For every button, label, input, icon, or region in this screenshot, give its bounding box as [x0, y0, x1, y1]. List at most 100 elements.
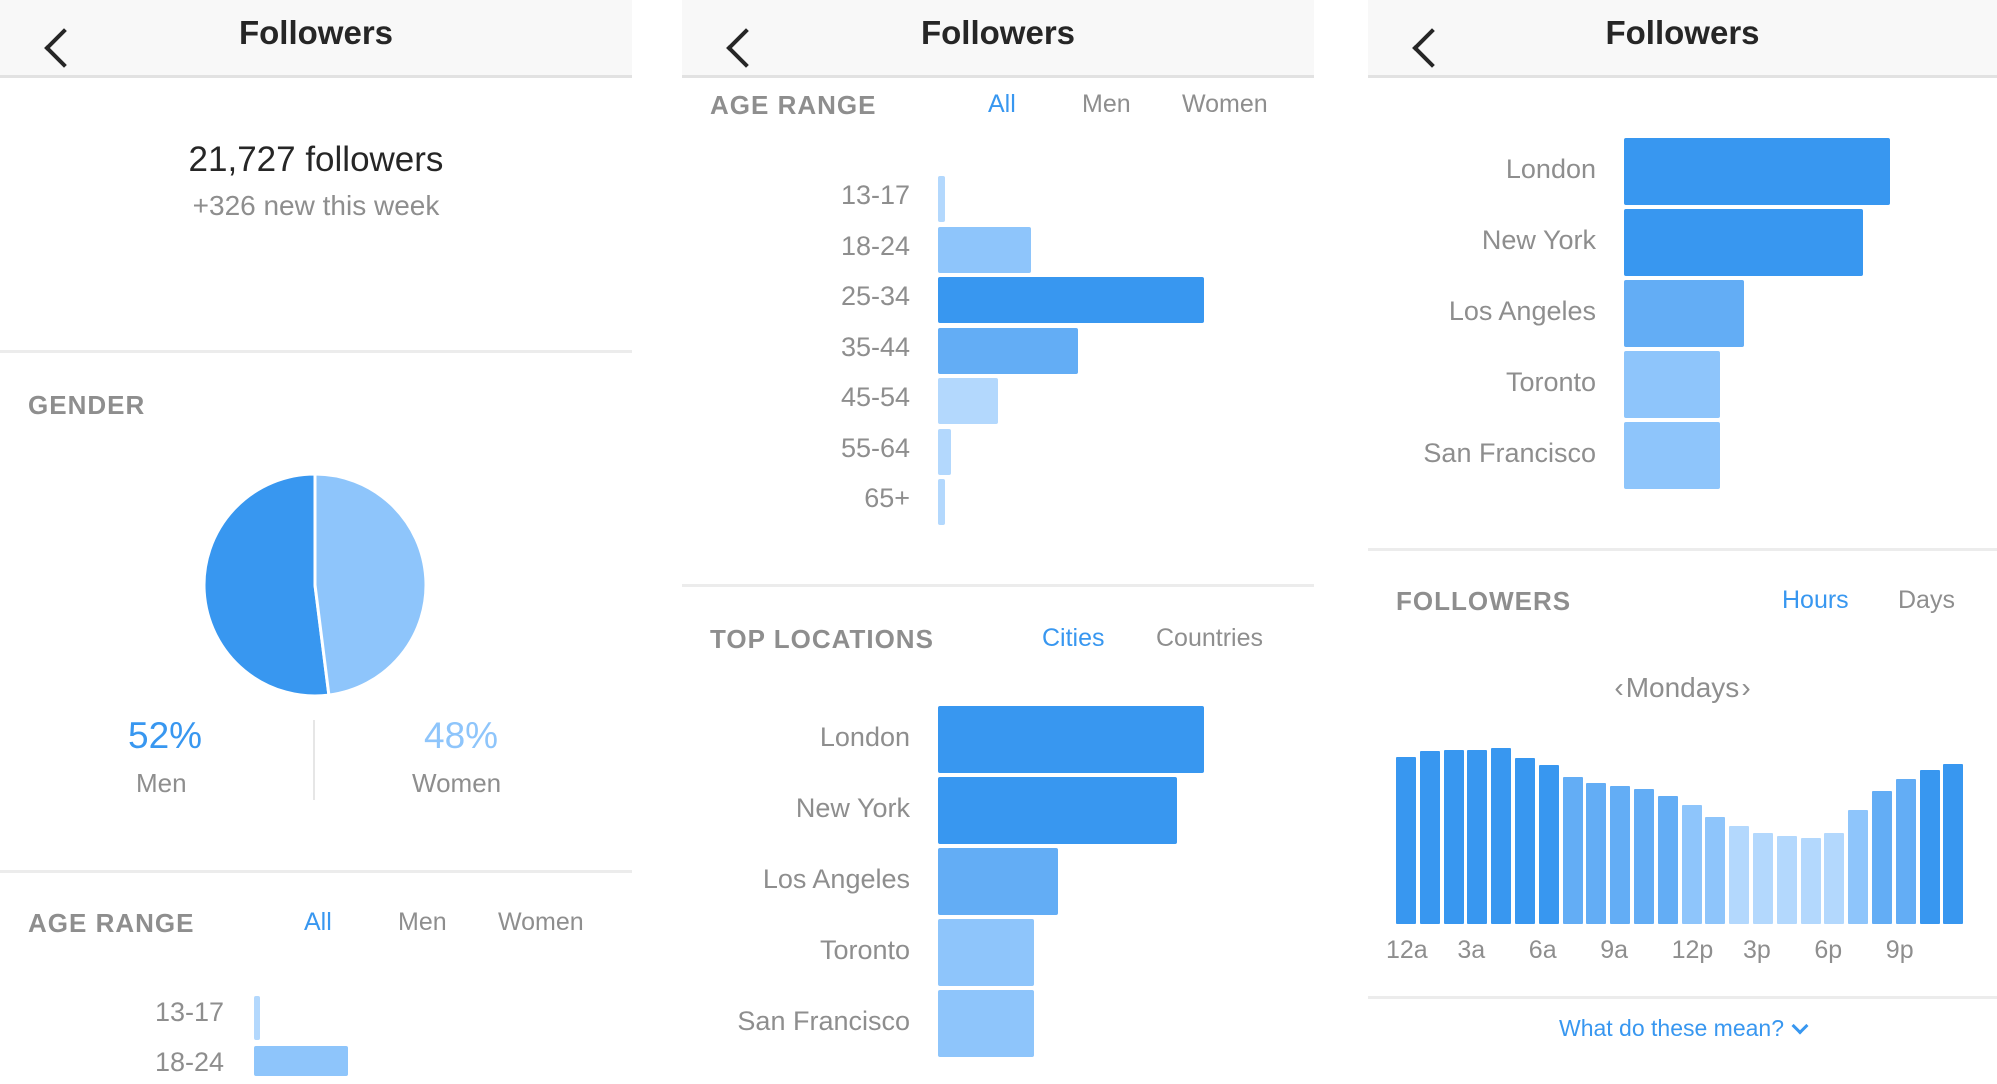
age-bar	[938, 327, 1078, 374]
pie-slice-women	[313, 472, 428, 697]
age-label: 18-24	[840, 230, 910, 261]
hour-bar	[1443, 749, 1464, 924]
hour-bar	[1681, 804, 1702, 924]
location-bar	[1624, 422, 1720, 489]
age-range-section-label: AGE RANGE	[710, 90, 877, 120]
hour-axis-label: 3a	[1457, 936, 1486, 964]
men-label: Men	[136, 768, 187, 798]
hour-bar	[1467, 749, 1488, 924]
hour-bar	[1800, 837, 1821, 924]
location-bar	[1624, 138, 1890, 205]
location-label: Toronto	[1505, 367, 1596, 397]
age-bar-18-24	[254, 1046, 348, 1076]
help-link-text: What do these mean?	[1558, 1015, 1785, 1041]
hour-bar	[1538, 765, 1559, 924]
hour-axis-label: 12p	[1671, 936, 1714, 964]
age-bar	[938, 378, 998, 424]
location-bar	[1624, 351, 1720, 418]
chevron-right-icon[interactable]: ›	[1741, 672, 1751, 703]
age-label: 35-44	[840, 331, 910, 362]
divider	[1368, 548, 1997, 551]
top-locations-section-label: TOP LOCATIONS	[710, 624, 934, 654]
tab-age-men[interactable]: Men	[398, 908, 447, 936]
location-bar	[938, 706, 1204, 773]
age-label: 65+	[864, 483, 910, 513]
what-do-these-mean-link[interactable]: What do these mean?	[1368, 1015, 1997, 1042]
hour-axis-label: 12a	[1386, 936, 1428, 964]
age-bar-13-17	[254, 996, 260, 1040]
location-bar	[938, 777, 1178, 844]
age-bar	[938, 479, 945, 525]
location-bar	[1624, 280, 1744, 347]
gender-section-label: GENDER	[28, 390, 146, 420]
men-percent: 52%	[128, 715, 203, 756]
divider	[0, 870, 632, 873]
hour-axis-label: 6a	[1528, 936, 1557, 964]
location-bar	[1624, 209, 1864, 276]
nav-bar: Followers	[0, 0, 632, 78]
hour-bar	[1515, 758, 1535, 924]
age-bar-label: 13-17	[154, 997, 224, 1027]
tab-days[interactable]: Days	[1898, 586, 1955, 614]
hour-axis-label: 3p	[1743, 936, 1771, 964]
hour-bar	[1848, 810, 1869, 924]
hour-bar	[1919, 770, 1940, 924]
tab-hours[interactable]: Hours	[1782, 586, 1849, 614]
hour-bar	[1610, 785, 1631, 924]
gender-pie-chart	[202, 472, 428, 698]
nav-bar: Followers	[1368, 0, 1997, 78]
age-label: 55-64	[840, 432, 910, 463]
age-label: 45-54	[840, 382, 910, 412]
age-bar	[938, 176, 945, 222]
chevron-left-icon[interactable]: ‹	[1614, 672, 1624, 703]
tab-age-all[interactable]: All	[988, 90, 1016, 118]
hour-bar	[1705, 817, 1726, 924]
followers-activity-screen: Followers London New York Los Angeles Toron…	[1368, 0, 1997, 1084]
day-selector: ‹Mondays›	[1368, 672, 1997, 704]
location-label: New York	[1481, 225, 1596, 255]
age-bar	[938, 226, 1032, 273]
followers-overview-screen: Followers 21,727 followers +326 new this…	[0, 0, 632, 1084]
tab-countries[interactable]: Countries	[1156, 624, 1263, 652]
page-title: Followers	[920, 14, 1076, 51]
age-bar	[938, 277, 1204, 323]
divider	[1368, 996, 1997, 999]
hour-axis-label: 9a	[1600, 936, 1628, 964]
hour-axis-label: 9p	[1885, 936, 1914, 964]
age-label: 25-34	[840, 281, 910, 311]
hour-bar	[1657, 796, 1678, 924]
women-percent: 48%	[424, 715, 499, 756]
location-bar	[938, 919, 1034, 986]
location-bar	[938, 990, 1034, 1057]
location-label: Los Angeles	[762, 864, 910, 894]
location-label: San Francisco	[737, 1006, 910, 1036]
tab-age-all[interactable]: All	[304, 908, 332, 936]
gender-separator	[313, 720, 315, 800]
hour-bar	[1895, 779, 1916, 924]
new-followers-week: +326 new this week	[192, 190, 440, 221]
page-title: Followers	[1605, 14, 1760, 51]
location-label: New York	[795, 793, 910, 823]
tab-age-men[interactable]: Men	[1082, 90, 1131, 118]
age-bar	[938, 428, 952, 475]
divider	[0, 350, 632, 353]
pie-slice-men	[202, 472, 331, 698]
location-label: Los Angeles	[1448, 296, 1596, 326]
divider	[682, 584, 1314, 587]
follower-count: 21,727 followers	[188, 140, 444, 179]
hour-bar	[1824, 832, 1845, 924]
hour-bar	[1872, 791, 1892, 924]
hour-bar	[1943, 763, 1964, 924]
tab-cities[interactable]: Cities	[1042, 624, 1105, 652]
location-label: London	[1505, 154, 1596, 184]
location-label: London	[819, 722, 910, 752]
location-label: San Francisco	[1423, 438, 1596, 468]
hour-bar	[1776, 836, 1797, 924]
hour-bar	[1491, 748, 1512, 924]
day-label: Mondays	[1625, 672, 1740, 703]
hour-bar	[1396, 756, 1416, 924]
age-range-section-label: AGE RANGE	[28, 908, 195, 938]
tab-age-women[interactable]: Women	[1182, 90, 1268, 118]
page-title: Followers	[238, 14, 394, 51]
tab-age-women[interactable]: Women	[498, 908, 584, 936]
